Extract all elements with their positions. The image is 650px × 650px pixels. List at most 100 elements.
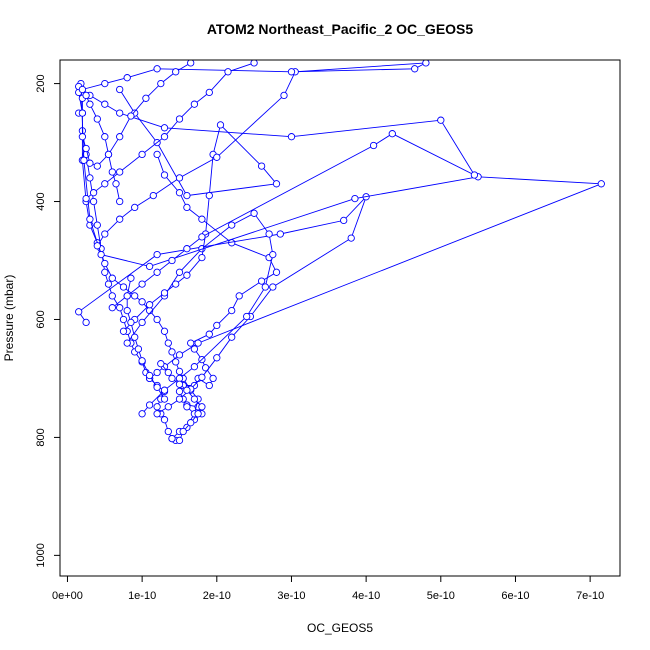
data-point (205, 330, 213, 338)
data-point (108, 168, 116, 176)
data-point (276, 230, 284, 238)
data-point (119, 283, 128, 291)
data-point (138, 410, 146, 418)
series-line (82, 62, 427, 247)
data-point (157, 79, 165, 88)
data-point (388, 130, 396, 138)
data-point (175, 351, 184, 359)
data-point (108, 304, 116, 312)
data-point (269, 250, 277, 259)
data-point (224, 68, 232, 76)
data-point (265, 230, 273, 238)
data-point (145, 301, 154, 309)
data-point (153, 65, 161, 73)
data-point (190, 363, 199, 371)
data-point (272, 180, 281, 188)
data-point (86, 215, 94, 223)
data-point (82, 144, 90, 153)
data-point (101, 268, 109, 276)
data-point (104, 280, 113, 288)
data-point (123, 306, 131, 315)
data-point (86, 159, 94, 167)
series-line (126, 212, 274, 415)
data-point (198, 215, 206, 223)
data-point (280, 91, 288, 100)
data-point (164, 403, 172, 411)
data-point (116, 109, 124, 117)
x-tick-label: 3e-10 (277, 590, 305, 602)
data-point (138, 298, 146, 306)
data-point (116, 215, 124, 223)
data-point (80, 156, 88, 164)
data-point (142, 94, 150, 102)
data-point (175, 367, 184, 376)
data-point (172, 280, 180, 288)
data-point (179, 427, 187, 436)
data-point (168, 256, 176, 265)
data-point (175, 115, 184, 123)
data-point (164, 427, 172, 436)
data-point (175, 374, 184, 383)
data-point (119, 327, 128, 335)
data-point (138, 357, 146, 365)
data-point (116, 197, 124, 206)
y-axis: 200 400 600 800 1000 (35, 74, 60, 568)
data-point (138, 150, 146, 159)
data-point (104, 150, 113, 159)
data-point (351, 194, 359, 203)
data-point (82, 318, 90, 327)
y-tick-label: 200 (35, 74, 47, 92)
y-axis-label: Pressure (mbar) (2, 275, 16, 362)
data-point (157, 360, 165, 368)
data-point (116, 168, 124, 176)
x-tick-label: 1e-10 (128, 590, 156, 602)
data-point (116, 85, 124, 94)
data-point (269, 283, 277, 291)
y-tick-label: 400 (35, 192, 47, 210)
data-point (160, 171, 169, 179)
x-tick-label: 4e-10 (352, 590, 380, 602)
data-point (116, 133, 124, 141)
data-point (187, 60, 195, 67)
data-point (145, 401, 154, 409)
data-point (138, 318, 146, 327)
data-point (89, 197, 98, 206)
data-point (190, 100, 199, 108)
data-point (257, 162, 266, 170)
data-point (153, 250, 161, 259)
data-point (183, 271, 191, 279)
data-point (82, 91, 90, 100)
x-tick-label: 5e-10 (427, 590, 455, 602)
data-point (175, 395, 184, 403)
data-point (153, 368, 161, 377)
data-point (183, 191, 191, 200)
data-point (86, 100, 94, 108)
data-point (75, 308, 83, 316)
data-point (183, 403, 191, 411)
data-point (89, 189, 98, 197)
data-point (93, 242, 101, 250)
data-point (213, 354, 221, 362)
data-point (101, 230, 109, 238)
data-point (101, 133, 109, 141)
chart-title: ATOM2 Northeast_Pacific_2 OC_GEOS5 (207, 21, 474, 37)
data-point (101, 180, 109, 188)
data-point (183, 386, 191, 394)
data-point (411, 65, 419, 73)
data-point (175, 380, 184, 388)
y-tick-label: 1000 (35, 543, 47, 567)
data-point (123, 74, 131, 82)
data-point (213, 321, 221, 330)
data-point (127, 318, 135, 327)
data-point (168, 434, 176, 443)
data-point (287, 68, 296, 76)
data-point (175, 387, 184, 396)
data-point (127, 274, 135, 282)
data-point (369, 141, 378, 150)
data-point (175, 436, 184, 445)
data-point (228, 306, 236, 315)
x-tick-label: 2e-10 (203, 590, 231, 602)
data-point (272, 268, 281, 276)
data-point (123, 339, 131, 347)
data-point (340, 216, 348, 225)
